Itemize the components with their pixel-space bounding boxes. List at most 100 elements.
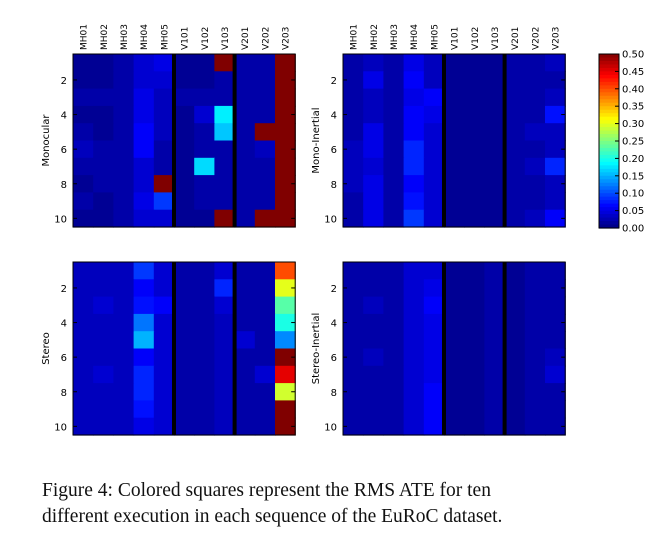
monocular-cell — [275, 192, 296, 211]
colorbar-segment — [599, 207, 619, 212]
mono-inertial-cell — [484, 54, 506, 72]
stereo-cell — [234, 279, 256, 298]
stereo-cell — [174, 383, 195, 401]
stereo-cell — [73, 365, 94, 384]
stereo-inertial-cell — [403, 313, 425, 332]
monocular-cell — [194, 123, 215, 142]
mono-inertial-cell — [524, 123, 546, 142]
monocular-cell — [214, 88, 236, 107]
sequence-label: MH02 — [100, 24, 110, 50]
stereo-cell — [174, 417, 195, 436]
stereo-inertial-cell — [343, 383, 364, 401]
colorbar-segment — [599, 165, 619, 170]
sequence-label: MH03 — [390, 24, 400, 50]
mono-inertial-cell — [423, 157, 445, 176]
stereo-inertial-cell — [343, 313, 364, 332]
colorbar-tick-label: 0.05 — [622, 206, 644, 217]
colorbar-segment — [599, 85, 619, 90]
colorbar-segment — [599, 203, 619, 208]
stereo-inertial-y-tick-label: 8 — [331, 388, 337, 399]
monocular-cell — [234, 140, 256, 159]
stereo-inertial-cell — [423, 279, 445, 298]
stereo-cell — [214, 331, 236, 350]
monocular-cell — [73, 175, 94, 193]
mono-inertial-cell — [423, 105, 445, 124]
mono-inertial-cell — [383, 209, 405, 228]
stereo-cell — [194, 417, 215, 436]
monocular-cell — [113, 209, 135, 228]
stereo-inertial-cell — [504, 348, 526, 367]
monocular-cell — [174, 71, 195, 90]
stereo-inertial-cell — [524, 331, 546, 350]
mono-inertial-cell — [444, 54, 465, 72]
stereo-inertial-cell — [444, 365, 465, 384]
monocular-cell — [153, 123, 175, 142]
mono-inertial-cell — [504, 88, 526, 107]
stereo-inertial-separator — [442, 262, 446, 435]
monocular-cell — [113, 140, 135, 159]
stereo-inertial-cell — [363, 348, 384, 367]
colorbar-segment — [599, 210, 619, 215]
monocular-cell — [113, 192, 135, 211]
mono-inertial-cell — [403, 105, 425, 124]
stereo-cell — [174, 365, 195, 384]
stereo-inertial-cell — [545, 348, 566, 367]
mono-inertial-cell — [363, 140, 384, 159]
mono-inertial-separator — [502, 54, 507, 227]
monocular-cell — [133, 157, 155, 176]
monocular-cell — [174, 123, 195, 142]
monocular-cell — [113, 54, 135, 72]
stereo-cell — [153, 400, 175, 419]
stereo-inertial-cell — [444, 331, 465, 350]
mono-inertial-cell — [403, 192, 425, 211]
mono-inertial-cell — [343, 157, 364, 176]
mono-inertial-cell — [383, 54, 405, 72]
mono-inertial-cell — [403, 123, 425, 142]
monocular-cell — [214, 175, 236, 193]
monocular-separator — [172, 54, 176, 227]
stereo-cell — [194, 296, 215, 315]
monocular-cell — [275, 105, 296, 124]
stereo-cell — [174, 296, 195, 315]
monocular-cell — [275, 140, 296, 159]
stereo-cell — [73, 296, 94, 315]
mono-inertial-cell — [444, 192, 465, 211]
stereo-cell — [113, 313, 135, 332]
monocular-y-tick-label: 2 — [61, 76, 67, 87]
monocular-cell — [254, 140, 276, 159]
stereo-inertial-cell — [524, 296, 546, 315]
mono-inertial-cell — [464, 123, 485, 142]
mono-inertial-cell — [545, 140, 566, 159]
stereo-y-tick-label: 8 — [61, 388, 67, 399]
stereo-inertial-cell — [363, 313, 384, 332]
mono-inertial-cell — [464, 105, 485, 124]
colorbar-segment — [599, 175, 619, 180]
colorbar-segment — [599, 134, 619, 139]
stereo-inertial-cell — [444, 383, 465, 401]
monocular-cell — [113, 88, 135, 107]
mono-inertial-cell — [545, 105, 566, 124]
stereo-inertial-cell — [504, 313, 526, 332]
stereo-inertial-cell — [484, 417, 506, 436]
colorbar-tick-label: 0.50 — [622, 50, 644, 61]
stereo-inertial-y-tick-label: 4 — [331, 319, 337, 330]
stereo-inertial-cell — [343, 262, 364, 280]
stereo-cell — [93, 348, 114, 367]
colorbar-tick-label: 0.20 — [622, 154, 644, 165]
stereo-cell — [93, 400, 114, 419]
mono-inertial-cell — [444, 157, 465, 176]
colorbar-segment — [599, 186, 619, 191]
stereo-cell — [194, 365, 215, 384]
mono-inertial-cell — [444, 175, 465, 193]
mono-inertial-cell — [383, 175, 405, 193]
stereo-cell — [275, 262, 296, 280]
stereo-inertial-cell — [403, 331, 425, 350]
mono-inertial-cell — [363, 123, 384, 142]
stereo-cell — [194, 279, 215, 298]
stereo-inertial-cell — [343, 296, 364, 315]
monocular-cell — [133, 209, 155, 228]
mono-inertial-cell — [545, 54, 566, 72]
monocular-y-tick-label: 6 — [61, 145, 67, 156]
mono-inertial-cell — [524, 140, 546, 159]
mono-inertial-cell — [343, 192, 364, 211]
